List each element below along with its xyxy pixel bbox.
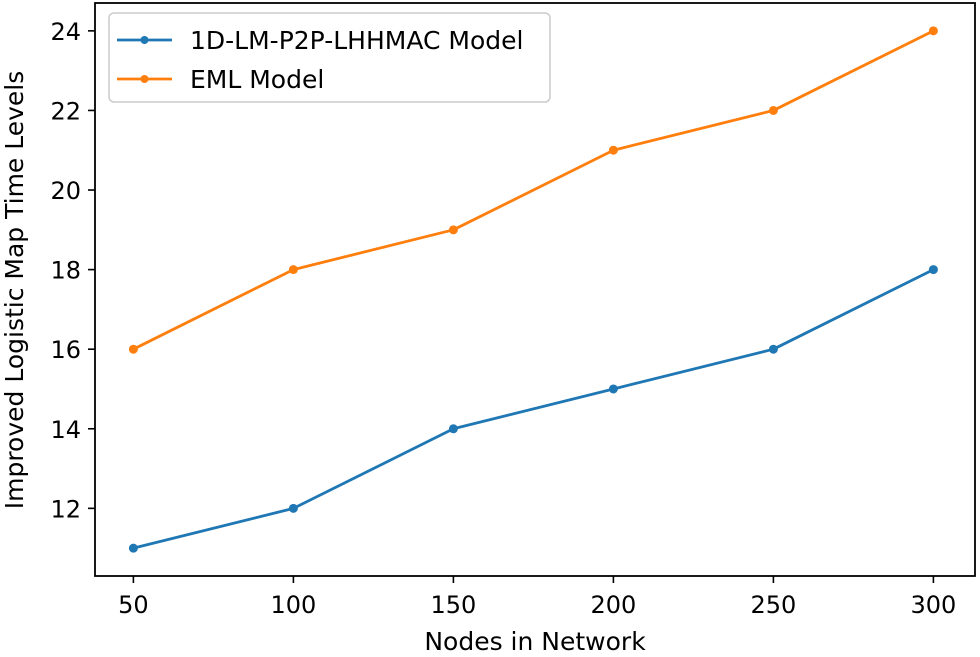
- y-tick-label: 14: [50, 416, 81, 444]
- legend-label-series-2: EML Model: [190, 65, 324, 94]
- data-point-series-2: [448, 225, 458, 235]
- data-point-series-1: [608, 384, 618, 394]
- y-tick-label: 18: [50, 257, 81, 285]
- x-tick-label: 200: [590, 591, 636, 619]
- y-axis-label: Improved Logistic Map Time Levels: [0, 71, 29, 510]
- x-axis-label: Nodes in Network: [424, 627, 646, 656]
- data-point-series-2: [768, 105, 778, 115]
- data-point-series-2: [128, 344, 138, 354]
- legend-marker-series-2: [140, 75, 149, 83]
- y-tick-label: 22: [50, 97, 81, 125]
- y-tick-label: 12: [50, 495, 81, 523]
- x-axis: 50 100 150 200 250 300: [118, 576, 956, 619]
- data-point-series-2: [608, 145, 618, 155]
- data-point-series-1: [288, 503, 298, 513]
- series-line-1: [131, 268, 935, 550]
- legend-box: [108, 12, 551, 103]
- x-tick-label: 150: [430, 591, 476, 619]
- legend: 1D-LM-P2P-LHHMAC Model EML Model: [108, 12, 551, 103]
- data-point-series-2: [928, 26, 938, 36]
- x-tick-label: 250: [750, 591, 796, 619]
- legend-label-series-1: 1D-LM-P2P-LHHMAC Model: [190, 26, 523, 55]
- y-tick-label: 20: [50, 177, 81, 205]
- x-tick-label: 100: [270, 591, 316, 619]
- series-line-2: [131, 29, 935, 351]
- data-point-series-1: [128, 543, 138, 553]
- x-tick-label: 50: [118, 591, 149, 619]
- x-tick-label: 300: [910, 591, 956, 619]
- data-point-series-1: [448, 424, 458, 434]
- data-point-series-1: [768, 344, 778, 354]
- y-tick-label: 16: [50, 336, 81, 364]
- axes-frame: [94, 2, 976, 577]
- legend-marker-series-1: [140, 36, 149, 44]
- y-axis: 12 14 16 18 20 22 24: [50, 18, 95, 523]
- y-tick-label: 24: [50, 18, 81, 46]
- data-point-series-1: [928, 265, 938, 275]
- data-point-series-2: [288, 265, 298, 275]
- plot-area: [128, 26, 938, 553]
